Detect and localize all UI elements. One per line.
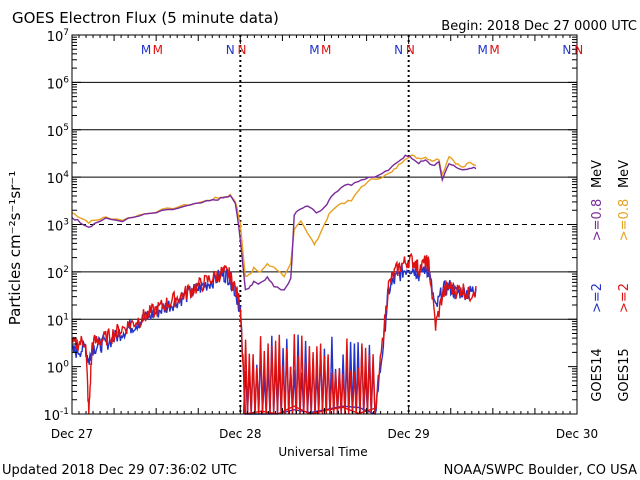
x-axis-label: Universal Time — [278, 445, 367, 459]
orbit-marker-m: M — [141, 43, 151, 57]
legend-ge2-goes14: >=2 — [590, 283, 605, 313]
updated-label: Updated 2018 Dec 29 07:36:02 UTC — [2, 463, 237, 478]
orbit-marker-m: M — [321, 43, 331, 57]
chart-title: GOES Electron Flux (5 minute data) — [12, 9, 279, 27]
y-tick-label: 101 — [47, 312, 69, 329]
y-axis-label: Particles cm⁻²s⁻¹sr⁻¹ — [6, 171, 24, 325]
x-tick-label: Dec 30 — [556, 427, 598, 441]
series-dropout-line — [243, 334, 376, 415]
legend-ge08-goes14: >=0.8 — [590, 199, 605, 241]
orbit-marker-n: N — [574, 43, 583, 57]
y-tick-label: 10-1 — [43, 407, 69, 424]
orbit-marker-n: N — [238, 43, 247, 57]
orbit-marker-m: M — [153, 43, 163, 57]
orbit-marker-n: N — [562, 43, 571, 57]
x-tick-label: Dec 29 — [388, 427, 430, 441]
y-tick-label: 104 — [47, 170, 70, 187]
series-line — [71, 154, 477, 278]
credit-label: NOAA/SWPC Boulder, CO USA — [444, 463, 637, 478]
legend-goes15: GOES15 — [617, 348, 632, 401]
legend-ge08-goes15: >=0.8 — [617, 199, 632, 241]
legend-ge2-goes15: >=2 — [617, 283, 632, 313]
y-tick-label: 100 — [47, 360, 70, 377]
y-tick-label: 106 — [47, 75, 70, 92]
orbit-marker-n: N — [394, 43, 403, 57]
orbit-marker-m: M — [489, 43, 499, 57]
x-tick-label: Dec 27 — [51, 427, 93, 441]
series-line — [71, 252, 477, 415]
x-tick-label: Dec 28 — [219, 427, 261, 441]
series-layer — [71, 154, 477, 415]
legend: GOES14 >=2 >=0.8 MeV GOES15 >=2 >=0.8 Me… — [590, 160, 632, 402]
y-tick-label: 103 — [47, 218, 69, 235]
y-tick-label: 105 — [47, 123, 69, 140]
legend-goes14: GOES14 — [590, 348, 605, 401]
orbit-marker-n: N — [226, 43, 235, 57]
y-tick-label: 107 — [47, 28, 69, 45]
y-tick-label: 102 — [47, 265, 69, 282]
begin-label: Begin: 2018 Dec 27 0000 UTC — [441, 19, 637, 34]
orbit-marker-m: M — [478, 43, 488, 57]
orbit-marker-n: N — [406, 43, 415, 57]
orbit-marker-m: M — [309, 43, 319, 57]
legend-mev-goes15: MeV — [617, 160, 632, 188]
legend-mev-goes14: MeV — [590, 160, 605, 188]
series-line — [71, 154, 477, 291]
